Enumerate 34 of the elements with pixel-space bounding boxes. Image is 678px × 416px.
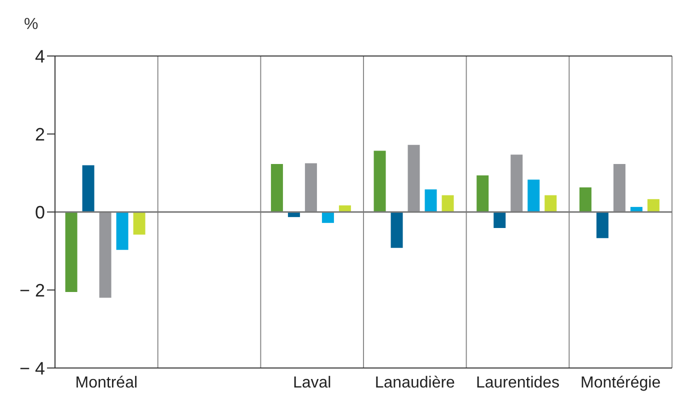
bar <box>82 165 94 212</box>
bar <box>544 195 557 212</box>
bar <box>304 163 317 212</box>
bar <box>338 205 351 212</box>
x-tick-label: Montérégie <box>580 374 661 392</box>
y-tick-label: 0 <box>34 202 45 222</box>
bar <box>408 144 420 212</box>
bar <box>270 164 283 212</box>
bar <box>579 187 592 212</box>
x-tick-label: Montréal <box>75 374 138 392</box>
x-tick-label: Laurentides <box>476 374 560 392</box>
bar <box>99 212 112 298</box>
bar <box>133 212 146 235</box>
y-tick-label: − 4 <box>19 358 45 378</box>
y-axis-title: % <box>24 16 38 34</box>
y-tick-label: 2 <box>34 124 45 144</box>
bar <box>476 175 489 212</box>
x-tick-label: Lanaudière <box>374 374 456 392</box>
y-tick-label: − 2 <box>19 280 45 300</box>
bar <box>322 212 334 223</box>
bar <box>390 212 403 248</box>
bar <box>116 212 128 250</box>
bar <box>510 154 523 212</box>
bar <box>424 189 437 212</box>
bar <box>613 164 626 212</box>
bar <box>442 195 454 212</box>
bar <box>374 150 386 212</box>
bar <box>528 180 540 212</box>
x-tick-label: Laval <box>292 374 332 392</box>
bar <box>596 212 608 238</box>
bar <box>65 212 78 292</box>
bar <box>494 212 506 228</box>
bar <box>647 199 660 212</box>
y-tick-label: 4 <box>34 46 45 66</box>
